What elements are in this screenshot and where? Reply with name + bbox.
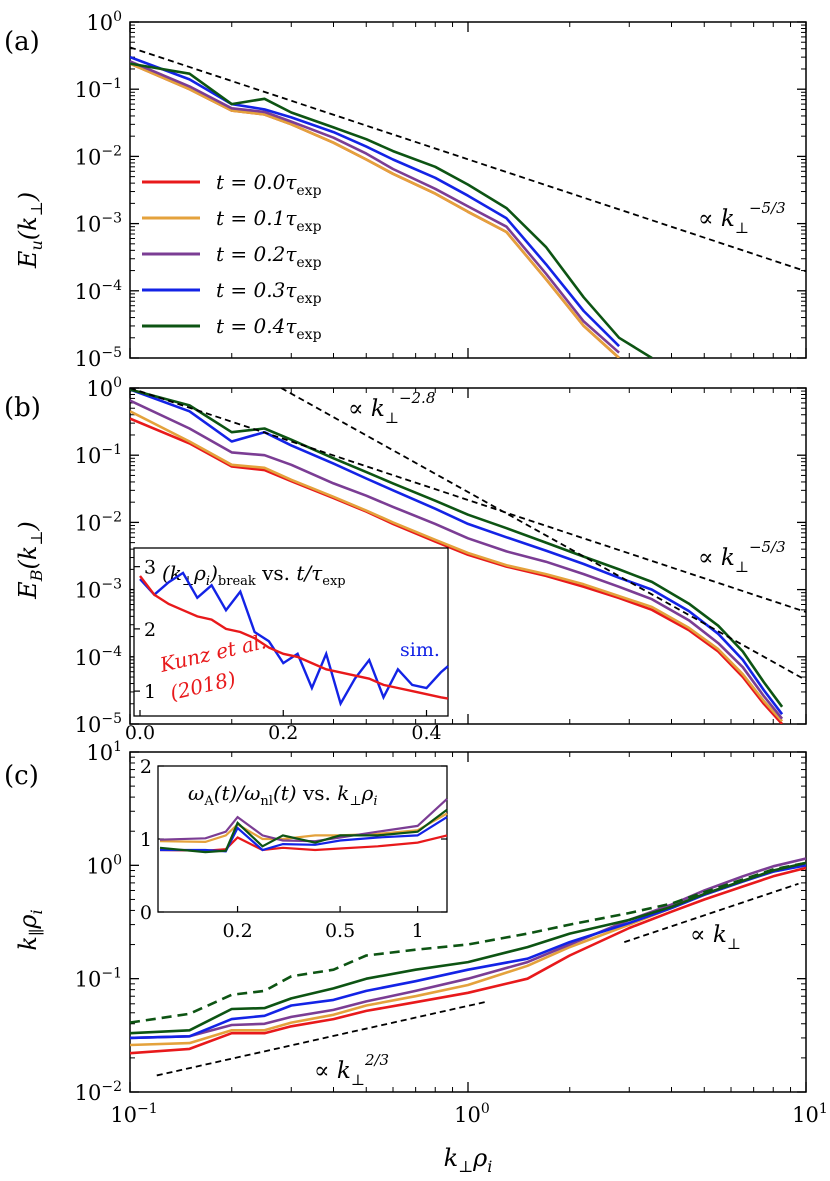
tick-label: 10−1	[75, 442, 122, 468]
tick-label: 101	[86, 739, 122, 765]
tick-label: 101	[792, 1101, 828, 1127]
series-line-0	[130, 62, 620, 358]
panel-label-a: (a)	[4, 27, 40, 57]
annotation-c-slope-a: ∝ k⊥2/3	[314, 1051, 389, 1089]
svg-text:∝ k⊥−5/3: ∝ k⊥−5/3	[698, 538, 786, 576]
y-label-a: Eu(k⊥)	[14, 192, 46, 269]
series-line-1	[130, 410, 784, 723]
series-group-1	[130, 388, 806, 724]
inset-c-y-tick-label: 1	[140, 829, 152, 851]
axes-0: 100 10−1 10−2 10−3 10−4 10−5	[75, 9, 807, 371]
y-label-b: EB(k⊥)	[14, 521, 46, 600]
inset-c-x-tick-label: 0.5	[325, 920, 355, 942]
legend: t = 0.0τexp t = 0.1τexp t = 0.2τexp t = 0.3…	[142, 170, 322, 343]
inset-c-title: ωA(t)/ωnl(t) vs. k⊥ρi	[188, 781, 378, 809]
inset-c-series-2	[159, 798, 448, 843]
inset-b-sim-line	[139, 571, 449, 707]
x-label: k⊥ρi	[444, 1144, 493, 1176]
inset-b-kunz-line	[139, 575, 449, 700]
series-line-2	[130, 60, 620, 354]
legend-label: t = 0.1τexp	[216, 206, 322, 235]
inset-b-x-tick-label: 0.4	[411, 722, 441, 744]
svg-text:∝ k⊥: ∝ k⊥	[690, 922, 741, 953]
annotation-b-slope: ∝ k⊥−5/3	[698, 538, 786, 576]
legend-label: t = 0.3τexp	[216, 278, 322, 307]
tick-label: 10−4	[75, 644, 122, 670]
tick-label: 10−2	[75, 509, 122, 535]
series-group-0	[130, 46, 806, 358]
tick-label: 10−2	[75, 1079, 122, 1105]
tick-label: 10−3	[75, 577, 122, 603]
inset-b-sim-label: sim.	[400, 639, 440, 661]
inset-c-series-0	[159, 834, 448, 852]
tick-label: 10−5	[75, 345, 122, 371]
inset-c-y-tick-label: 2	[140, 756, 152, 778]
svg-text:EB(k⊥): EB(k⊥)	[14, 521, 46, 600]
inset-c-y-tick-label: 0	[140, 902, 152, 924]
series-line-4	[130, 861, 806, 1035]
tick-label: 10−4	[75, 278, 122, 304]
annotation-b-steep: ∝ k⊥−2.8	[348, 389, 435, 427]
reference-line-0	[156, 1000, 489, 1077]
series-line-5	[130, 861, 806, 1024]
annotation-c-slope-b: ∝ k⊥	[690, 922, 741, 953]
inset-b-title: (k⊥ρi)break vs. t/τexp	[162, 561, 346, 589]
series-group-2	[130, 857, 806, 1077]
series-line-1	[130, 62, 620, 358]
annotation-a-slope: ∝ k⊥−5/3	[698, 199, 786, 237]
inset-b-y-tick-label: 1	[144, 681, 156, 703]
inset-b-y-tick-label: 3	[144, 557, 156, 579]
tick-label: 100	[86, 9, 122, 35]
tick-label: 100	[454, 1101, 490, 1127]
inset-c: ωA(t)/ωnl(t) vs. k⊥ρi 0.2 0.5 1 0 1 2	[140, 756, 448, 942]
svg-text:k⊥ρi: k⊥ρi	[444, 1144, 493, 1176]
tick-label: 10−1	[75, 966, 122, 992]
inset-b-y-tick-label: 2	[144, 619, 156, 641]
series-line-2	[130, 857, 806, 1040]
reference-line-1	[624, 882, 799, 944]
reference-line-0	[130, 46, 806, 273]
inset-c-x-tick-label: 1	[412, 920, 424, 942]
svg-text:k∥ρi: k∥ρi	[14, 909, 46, 950]
tick-label: 10−3	[75, 211, 122, 237]
reference-line-1	[130, 388, 806, 613]
tick-label: 10−5	[75, 711, 122, 737]
legend-label: t = 0.2τexp	[216, 242, 322, 271]
tick-label: 100	[86, 852, 122, 878]
inset-c-x-tick-label: 0.2	[222, 920, 252, 942]
y-label-c: k∥ρi	[14, 909, 46, 950]
tick-label: 10−1	[110, 1101, 157, 1127]
svg-text:∝ k⊥−5/3: ∝ k⊥−5/3	[698, 199, 786, 237]
legend-label: t = 0.4τexp	[216, 314, 322, 343]
panel-label-b: (b)	[4, 393, 41, 423]
series-line-3	[130, 55, 621, 348]
panel-label-c: (c)	[4, 761, 39, 791]
series-line-0	[130, 417, 784, 724]
svg-text:∝ k⊥−2.8: ∝ k⊥−2.8	[348, 389, 435, 427]
series-line-2	[130, 399, 784, 720]
tick-label: 10−2	[75, 143, 122, 169]
svg-text:∝ k⊥2/3: ∝ k⊥2/3	[314, 1051, 389, 1089]
svg-text:Eu(k⊥): Eu(k⊥)	[14, 192, 46, 269]
series-line-4	[130, 388, 784, 708]
inset-c-series-1	[159, 812, 448, 844]
series-line-3	[130, 388, 784, 715]
series-line-0	[130, 866, 806, 1055]
inset-b-x-tick-label: 0.2	[268, 722, 298, 744]
inset-b-x-tick-label: 0.0	[125, 722, 155, 744]
inset-c-series-4	[159, 808, 448, 854]
series-line-4	[130, 62, 653, 358]
legend-label: t = 0.0τexp	[216, 170, 322, 199]
tick-label: 10−1	[75, 76, 122, 102]
reference-line-0	[280, 388, 806, 681]
tick-label: 100	[86, 375, 122, 401]
